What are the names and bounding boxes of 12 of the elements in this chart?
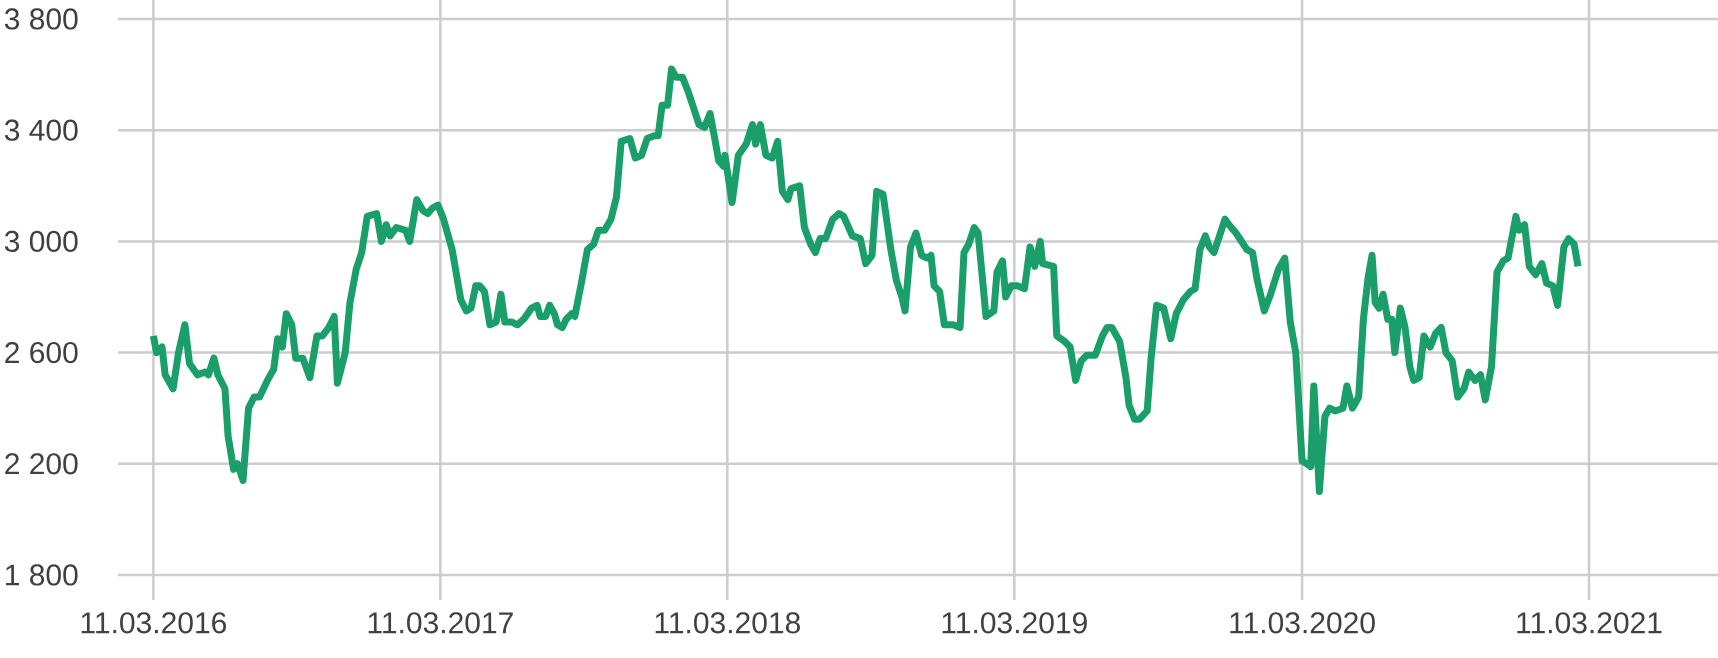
y-tick-label: 3 400 [4, 119, 78, 141]
x-tick-label: 11.03.2019 [942, 612, 1087, 634]
x-tick-label: 11.03.2016 [81, 612, 227, 634]
y-tick-label: 3 000 [4, 230, 78, 253]
x-tick-label: 11.03.2021 [1517, 612, 1662, 634]
y-tick-label: 2 200 [5, 453, 78, 475]
x-tick-label: 11.03.2018 [655, 612, 800, 634]
x-tick-label: 11.03.2020 [1230, 612, 1375, 634]
y-tick-label: 2 600 [5, 341, 78, 364]
y-tick-label: 1 800 [6, 564, 78, 586]
y-tick-label: 3 800 [4, 8, 78, 30]
x-tick-label: 11.03.2017 [368, 612, 513, 634]
